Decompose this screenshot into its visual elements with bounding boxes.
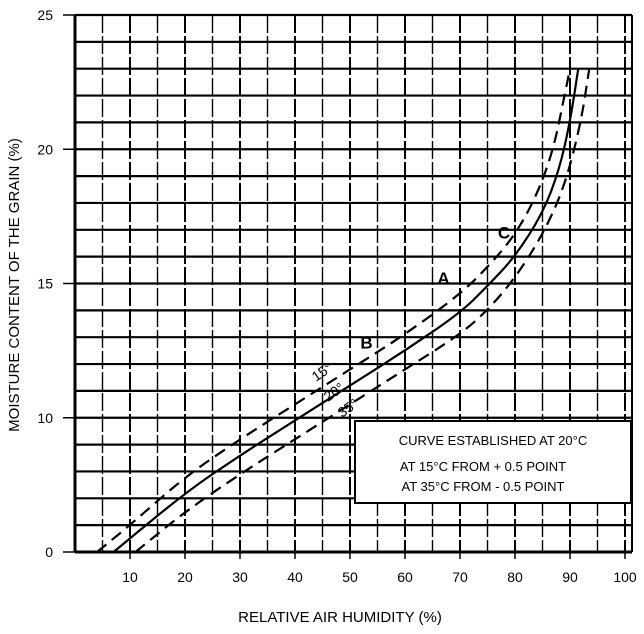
legend-box [354, 420, 632, 504]
y-tick-label: 0 [45, 544, 53, 560]
legend: CURVE ESTABLISHED AT 20°C AT 15°C FROM +… [354, 420, 632, 504]
x-tick-label: 40 [287, 569, 303, 585]
x-tick-label: 20 [177, 569, 193, 585]
point-label-c: C [498, 223, 510, 242]
legend-line-1: CURVE ESTABLISHED AT 20°C [399, 433, 587, 448]
x-tick-label: 100 [613, 569, 637, 585]
x-tick-label: 90 [562, 569, 578, 585]
curve-15 [96, 68, 572, 553]
y-tick-label: 10 [37, 410, 53, 426]
curves [96, 68, 591, 553]
legend-line-3: AT 35°C FROM - 0.5 POINT [402, 479, 565, 494]
x-tick-label: 50 [342, 569, 358, 585]
ticks: 10 20 30 40 50 60 70 80 90 100 0 10 15 20 25 [37, 7, 636, 585]
y-axis-label: MOISTURE CONTENT OF THE GRAIN (%) [6, 138, 23, 432]
x-tick-label: 30 [232, 569, 248, 585]
curve-20 [112, 68, 580, 553]
annotations: A B C [360, 223, 510, 352]
curve-35 [134, 68, 591, 553]
y-tick-label: 20 [37, 141, 53, 157]
x-tick-label: 60 [397, 569, 413, 585]
x-axis-label: RELATIVE AIR HUMIDITY (%) [238, 609, 442, 626]
y-tick-label: 15 [37, 276, 53, 292]
legend-line-2: AT 15°C FROM + 0.5 POINT [400, 459, 566, 474]
y-tick-label: 25 [37, 7, 53, 23]
x-tick-label: 70 [452, 569, 468, 585]
point-label-a: A [437, 269, 449, 288]
point-label-b: B [360, 334, 372, 353]
x-tick-label: 10 [122, 569, 138, 585]
x-tick-label: 80 [507, 569, 523, 585]
